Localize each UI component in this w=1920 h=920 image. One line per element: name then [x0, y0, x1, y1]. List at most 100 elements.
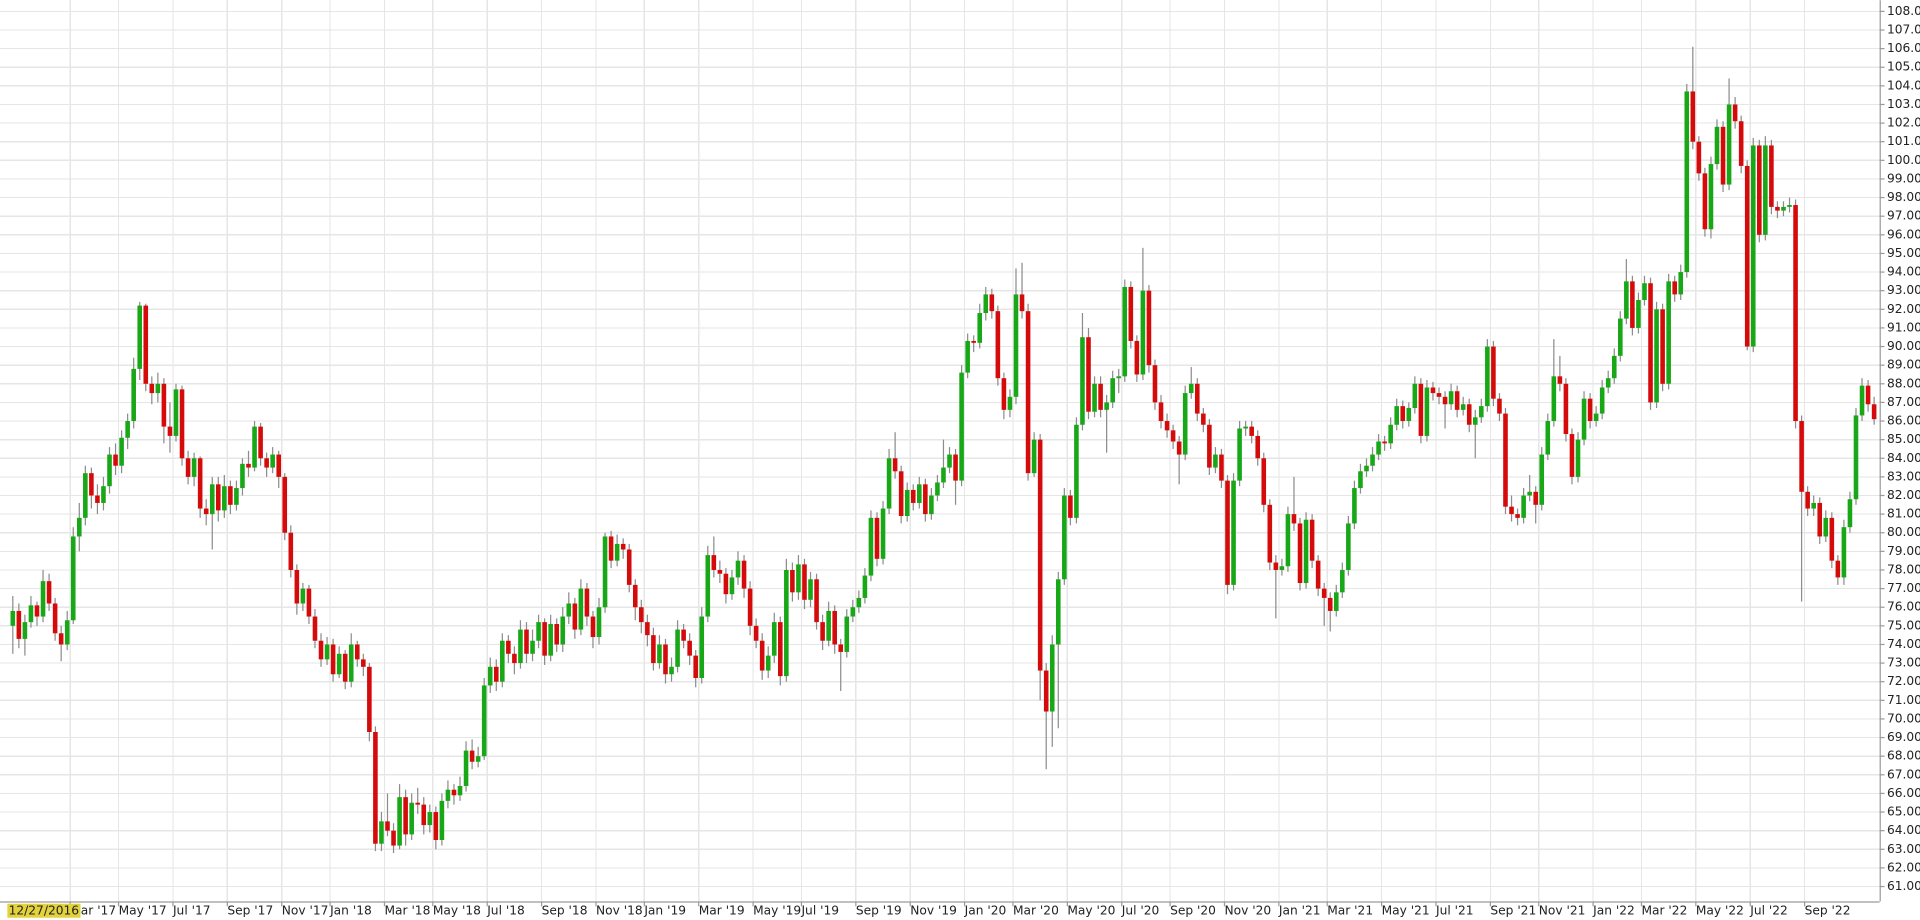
candle-body	[1642, 283, 1647, 300]
candle-body	[796, 564, 801, 593]
x-tick-label: Jan '21	[1278, 904, 1321, 918]
candle-body	[40, 581, 46, 617]
candle-body	[457, 785, 463, 796]
y-tick-label: 92.00	[1887, 302, 1920, 316]
y-tick-label: 104.00	[1887, 78, 1920, 92]
candle-body	[1557, 376, 1563, 384]
y-tick-label: 86.00	[1887, 414, 1920, 428]
candle-body	[1835, 560, 1841, 578]
candle-body	[844, 616, 850, 652]
x-tick-label: Mar '17	[70, 904, 116, 918]
candle-body	[1134, 340, 1140, 375]
candle-body	[802, 564, 807, 600]
candle-body	[1678, 272, 1684, 295]
y-tick-label: 76.00	[1887, 600, 1920, 614]
x-tick-label: Jul '22	[1749, 904, 1788, 918]
y-tick-label: 101.00	[1887, 134, 1920, 148]
y-tick-label: 61.00	[1887, 879, 1920, 893]
candle-body	[578, 588, 584, 630]
candle-body	[1865, 385, 1871, 405]
y-tick-label: 64.00	[1887, 823, 1920, 837]
candle-body	[1539, 454, 1545, 505]
candle-body	[52, 603, 58, 634]
candle-body	[1340, 569, 1345, 593]
y-tick-label: 99.00	[1887, 171, 1920, 185]
candle-body	[820, 622, 825, 641]
candle-body	[1019, 294, 1025, 312]
candle-body	[1122, 286, 1128, 377]
y-tick-label: 82.00	[1887, 488, 1920, 502]
y-tick-label: 93.00	[1887, 283, 1920, 297]
candle-body	[1551, 376, 1557, 422]
candle-body	[735, 560, 741, 578]
candle-body	[536, 622, 541, 641]
candle-body	[1013, 294, 1019, 397]
y-tick-label: 89.00	[1887, 358, 1920, 372]
candle-body	[312, 616, 318, 641]
candle-body	[318, 640, 324, 660]
candle-body	[10, 610, 16, 626]
y-tick-label: 88.00	[1887, 376, 1920, 390]
candle-body	[1176, 441, 1182, 455]
candle-body	[421, 804, 427, 826]
candle-body	[324, 644, 330, 660]
candle-body	[1472, 417, 1478, 425]
candle-body	[191, 458, 197, 477]
candle-body	[1225, 480, 1230, 585]
y-tick-label: 79.00	[1887, 544, 1920, 558]
candle-body	[1074, 424, 1079, 518]
candle-body	[1098, 383, 1103, 410]
candle-body	[1509, 506, 1514, 515]
candle-body	[433, 812, 439, 840]
candle-body	[1684, 91, 1690, 273]
candle-body	[953, 454, 958, 481]
candle-body	[1303, 519, 1309, 584]
candle-body	[868, 517, 874, 576]
candle-body	[699, 616, 705, 678]
candle-body	[16, 610, 22, 639]
candle-body	[252, 426, 257, 468]
candle-body	[469, 750, 475, 762]
candle-body	[790, 569, 795, 593]
x-tick-label: Jan '22	[1592, 904, 1635, 918]
candle-body	[1581, 398, 1587, 440]
candle-body	[651, 635, 656, 664]
candle-body	[566, 603, 572, 617]
candle-body	[1243, 426, 1248, 429]
candle-body	[354, 644, 360, 660]
candle-body	[1466, 404, 1472, 425]
x-tick-label: Jul '20	[1121, 904, 1160, 918]
candle-body	[518, 629, 523, 664]
candle-body	[530, 640, 535, 654]
candle-body	[910, 489, 916, 503]
candle-body	[1479, 406, 1484, 418]
candle-body	[373, 731, 378, 844]
x-tick-label: Nov '20	[1224, 904, 1271, 918]
candle-body	[1327, 597, 1333, 611]
candle-body	[1726, 104, 1732, 185]
candle-body	[1442, 396, 1448, 405]
candle-body	[856, 597, 862, 608]
candle-body	[983, 294, 989, 314]
y-tick-label: 87.00	[1887, 395, 1920, 409]
candle-body	[361, 659, 366, 667]
candle-body	[209, 484, 215, 515]
candle-body	[1436, 393, 1442, 397]
y-tick-label: 84.00	[1887, 451, 1920, 465]
candle-body	[101, 486, 106, 503]
x-tick-label: Jan '19	[643, 904, 686, 918]
candle-body	[1116, 376, 1122, 379]
candle-body	[258, 426, 263, 459]
candle-body	[409, 802, 414, 835]
candle-body	[1315, 560, 1321, 589]
candle-body	[107, 454, 112, 487]
y-tick-label: 78.00	[1887, 562, 1920, 576]
candle-body	[1648, 283, 1653, 403]
candle-body	[234, 488, 239, 505]
x-tick-label: Jan '20	[964, 904, 1007, 918]
candle-body	[1418, 383, 1424, 436]
candle-body	[826, 610, 831, 641]
candle-body	[965, 340, 970, 373]
candle-body	[1255, 435, 1261, 459]
